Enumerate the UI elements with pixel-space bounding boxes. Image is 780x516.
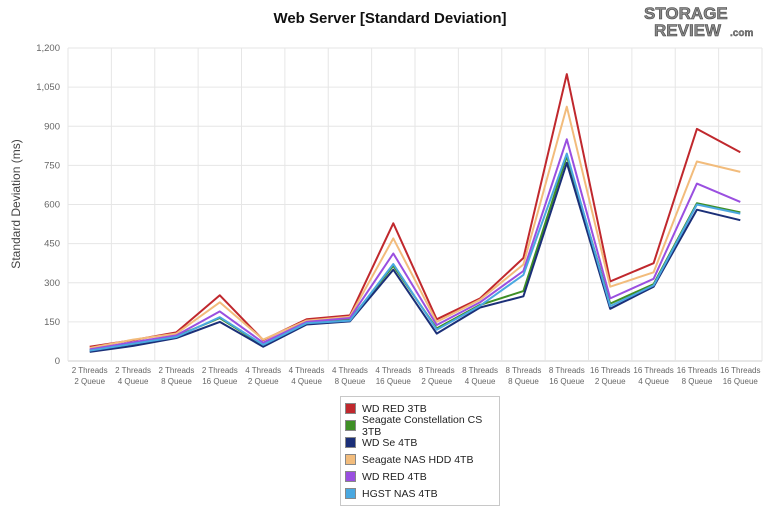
series-lines — [89, 73, 741, 353]
legend-label: HGST NAS 4TB — [362, 487, 438, 500]
legend-item[interactable]: HGST NAS 4TB — [345, 485, 495, 502]
y-tick-label: 1,050 — [36, 82, 60, 93]
legend-swatch — [345, 454, 356, 465]
series-line-0 — [89, 73, 741, 348]
storagereview-logo: STORAGE REVIEW .com — [644, 4, 754, 41]
y-tick-label: 750 — [44, 160, 60, 171]
x-tick-label: 2 Threads 2 Queue — [72, 366, 108, 386]
x-tick-label: 16 Threads 16 Queue — [720, 366, 760, 386]
y-tick-label: 900 — [44, 121, 60, 132]
x-tick-label: 4 Threads 8 Queue — [332, 366, 368, 386]
legend-item[interactable]: WD RED 4TB — [345, 468, 495, 485]
y-tick-label: 300 — [44, 278, 60, 289]
x-tick-label: 2 Threads 8 Queue — [159, 366, 195, 386]
x-tick-label: 8 Threads 4 Queue — [462, 366, 498, 386]
x-tick-label: 16 Threads 8 Queue — [677, 366, 717, 386]
x-tick-label: 4 Threads 16 Queue — [375, 366, 411, 386]
line-chart: 0 150 300 450 600 750 900 1,050 1,200 2 Threads 2… — [9, 43, 763, 386]
legend-label: WD RED 3TB — [362, 402, 427, 415]
y-axis-label: Standard Deviation (ms) — [9, 139, 23, 268]
series-line-3 — [89, 105, 741, 349]
x-axis-ticks: 2 Threads 2 Queue 2 Threads 4 Queue 2 Thread… — [72, 366, 761, 386]
legend-swatch — [345, 471, 356, 482]
series-line-4 — [89, 138, 741, 351]
y-tick-label: 150 — [44, 317, 60, 328]
y-tick-label: 600 — [44, 200, 60, 211]
x-tick-label: 16 Threads 4 Queue — [633, 366, 673, 386]
legend-item[interactable]: WD RED 3TB — [345, 400, 495, 417]
x-tick-label: 8 Threads 16 Queue — [549, 366, 585, 386]
legend-swatch — [345, 403, 356, 414]
y-tick-label: 0 — [55, 356, 60, 367]
x-tick-label: 8 Threads 8 Queue — [506, 366, 542, 386]
y-tick-label: 1,200 — [36, 43, 60, 54]
legend-swatch — [345, 420, 356, 431]
legend-item[interactable]: Seagate NAS HDD 4TB — [345, 451, 495, 468]
x-tick-label: 4 Threads 4 Queue — [289, 366, 325, 386]
legend-swatch — [345, 488, 356, 499]
grid-lines — [67, 47, 763, 362]
x-tick-label: 8 Threads 2 Queue — [419, 366, 455, 386]
legend-label: Seagate Constellation CS 3TB — [362, 413, 483, 438]
x-tick-label: 4 Threads 2 Queue — [245, 366, 281, 386]
legend-label: WD Se 4TB — [362, 436, 418, 449]
legend-swatch — [345, 437, 356, 448]
series-line-2 — [89, 161, 741, 353]
logo-line1: STORAGE — [644, 4, 728, 23]
chart-title: Web Server [Standard Deviation] — [273, 10, 507, 27]
y-tick-label: 450 — [44, 239, 60, 250]
y-axis-ticks: 0 150 300 450 600 750 900 1,050 1,200 — [36, 43, 60, 367]
legend-item[interactable]: WD Se 4TB — [345, 434, 495, 451]
x-tick-label: 2 Threads 16 Queue — [202, 366, 238, 386]
legend: WD RED 3TB Seagate Constellation CS 3TB WD… — [340, 396, 500, 506]
legend-label: Seagate NAS HDD 4TB — [362, 453, 474, 466]
logo-suffix: .com — [730, 28, 753, 39]
series-line-5 — [89, 152, 741, 352]
legend-item[interactable]: Seagate Constellation CS 3TB — [345, 414, 495, 438]
legend-label: WD RED 4TB — [362, 470, 427, 483]
x-tick-label: 2 Threads 4 Queue — [115, 366, 151, 386]
x-tick-label: 16 Threads 2 Queue — [590, 366, 630, 386]
logo-line2: REVIEW — [654, 21, 722, 40]
